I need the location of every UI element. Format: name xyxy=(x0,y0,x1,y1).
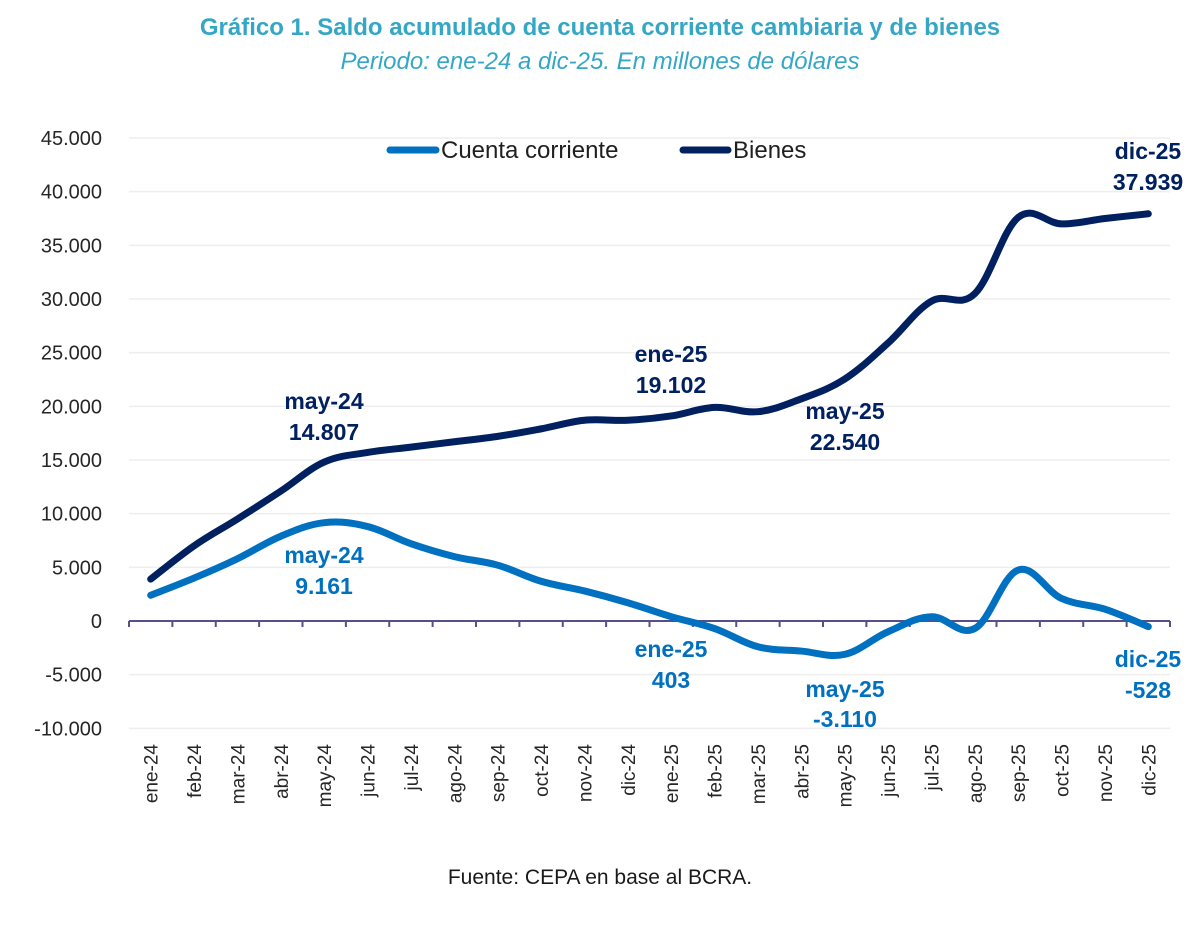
data-label-value: 9.161 xyxy=(295,573,353,599)
x-tick-label: may-24 xyxy=(315,744,336,808)
x-tick-label: ene-25 xyxy=(662,744,683,803)
y-tick-label: 40.000 xyxy=(41,182,102,204)
series-line-bienes xyxy=(147,209,1152,583)
y-tick-label: 35.000 xyxy=(41,235,102,257)
y-tick-label: 30.000 xyxy=(41,289,102,311)
x-axis xyxy=(128,620,1171,627)
y-tick-label: -10.000 xyxy=(34,718,102,740)
data-label-value: -528 xyxy=(1125,677,1171,703)
series-line-cuenta-corriente xyxy=(147,518,1152,660)
x-tick-label: ene-24 xyxy=(142,744,163,804)
data-labels: may-24 14.807 ene-25 19.102 may-25 22.540 dic-… xyxy=(284,138,1183,732)
x-tick-label: may-25 xyxy=(836,744,857,807)
data-label-period: may-25 xyxy=(805,398,884,424)
data-label-value: 14.807 xyxy=(289,419,359,445)
source-note: Fuente: CEPA en base al BCRA. xyxy=(447,866,753,889)
legend-label-bienes: Bienes xyxy=(733,137,806,164)
legend: Cuenta corriente Bienes xyxy=(386,137,806,164)
data-label-period: ene-25 xyxy=(635,341,708,367)
x-tick-label: mar-25 xyxy=(749,744,770,804)
x-tick-label: abr-24 xyxy=(272,744,293,799)
y-tick-label: 5.000 xyxy=(52,557,102,579)
data-label-period: may-25 xyxy=(805,676,884,702)
data-label-period: may-24 xyxy=(284,542,363,568)
data-label-period: ene-25 xyxy=(635,636,708,662)
chart-subtitle: Periodo: ene-24 a dic-25. En millones de… xyxy=(340,48,860,75)
data-label-value: 37.939 xyxy=(1113,169,1183,195)
x-tick-label: oct-25 xyxy=(1053,744,1074,797)
x-tick-label: oct-24 xyxy=(532,744,553,797)
data-label-value: 19.102 xyxy=(636,372,706,398)
data-label-period: may-24 xyxy=(284,388,363,414)
data-label-period: dic-25 xyxy=(1115,646,1182,672)
x-tick-label: dic-24 xyxy=(619,744,640,796)
y-tick-label: -5.000 xyxy=(45,665,102,687)
x-tick-label: feb-24 xyxy=(185,744,206,798)
x-tick-label: jun-24 xyxy=(359,744,380,798)
gridlines xyxy=(129,137,1170,730)
x-tick-label: jul-24 xyxy=(402,744,423,792)
x-tick-label: sep-25 xyxy=(1009,744,1030,802)
x-tick-label: nov-25 xyxy=(1096,744,1117,802)
x-tick-label: ago-24 xyxy=(445,744,466,804)
y-tick-label: 0 xyxy=(91,611,102,633)
x-tick-label: mar-24 xyxy=(228,744,249,805)
data-label-value: 22.540 xyxy=(810,429,880,455)
data-label-value: -3.110 xyxy=(813,706,877,732)
y-tick-label: 10.000 xyxy=(41,504,102,526)
x-tick-label: feb-25 xyxy=(706,744,727,798)
x-tick-label: abr-25 xyxy=(792,744,813,799)
x-axis-tick-labels: ene-24 feb-24 mar-24 abr-24 may-24 jun-24 jul-… xyxy=(142,744,1161,808)
x-tick-label: sep-24 xyxy=(489,744,510,803)
y-tick-label: 45.000 xyxy=(41,128,102,150)
chart-title: Gráfico 1. Saldo acumulado de cuenta cor… xyxy=(199,14,1001,41)
y-tick-label: 20.000 xyxy=(41,396,102,418)
y-tick-label: 25.000 xyxy=(41,343,102,365)
x-tick-label: dic-25 xyxy=(1139,744,1160,796)
x-tick-label: ago-25 xyxy=(966,744,987,803)
data-label-period: dic-25 xyxy=(1115,138,1182,164)
series-lines xyxy=(147,209,1152,660)
y-axis-ticks: 45.000 40.000 35.000 30.000 25.000 20.000 15.0… xyxy=(34,128,102,740)
legend-label-cuenta-corriente: Cuenta corriente xyxy=(441,137,618,164)
x-tick-label: jun-25 xyxy=(879,744,900,798)
x-tick-label: jul-25 xyxy=(922,744,943,791)
x-tick-label: nov-24 xyxy=(575,744,596,803)
data-label-value: 403 xyxy=(652,667,690,693)
y-tick-label: 15.000 xyxy=(41,450,102,472)
